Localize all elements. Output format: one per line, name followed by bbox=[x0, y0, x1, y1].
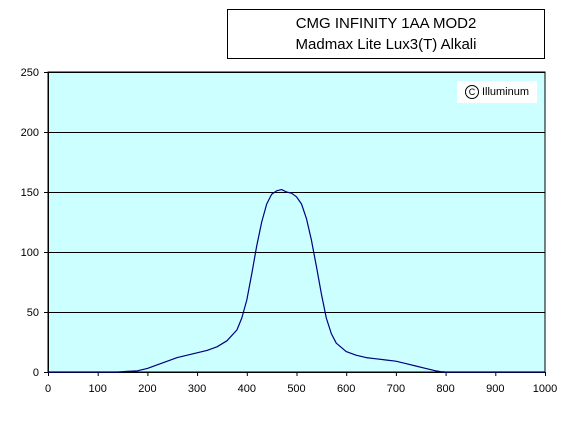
chart-title: CMG INFINITY 1AA MOD2 bbox=[295, 15, 477, 32]
x-tick-label-1000: 1000 bbox=[533, 383, 557, 395]
chart-title-box: CMG INFINITY 1AA MOD2 Madmax Lite Lux3(T… bbox=[227, 9, 545, 59]
x-tick-label-700: 700 bbox=[387, 383, 405, 395]
watermark-text: Illuminum bbox=[481, 86, 530, 98]
chart-subtitle: Madmax Lite Lux3(T) Alkali bbox=[295, 36, 477, 53]
x-tick-label-500: 500 bbox=[287, 383, 305, 395]
x-tick-label-900: 900 bbox=[486, 383, 504, 395]
x-tick-label-400: 400 bbox=[238, 383, 256, 395]
x-tick-label-600: 600 bbox=[337, 383, 355, 395]
copyright-icon: C bbox=[464, 85, 479, 99]
watermark: C Illuminum bbox=[457, 81, 537, 103]
x-tick-label-100: 100 bbox=[89, 383, 107, 395]
series-line-0 bbox=[48, 189, 545, 373]
y-tick-label-50: 50 bbox=[27, 307, 39, 319]
y-tick-label-200: 200 bbox=[21, 127, 39, 139]
x-tick-label-200: 200 bbox=[138, 383, 156, 395]
y-tick-label-250: 250 bbox=[21, 67, 39, 79]
y-tick-label-0: 0 bbox=[33, 367, 39, 379]
y-tick-label-100: 100 bbox=[21, 247, 39, 259]
x-tick-label-300: 300 bbox=[188, 383, 206, 395]
x-tick-label-0: 0 bbox=[45, 383, 51, 395]
y-tick-label-150: 150 bbox=[21, 187, 39, 199]
plot-area bbox=[47, 71, 546, 373]
x-tick-label-800: 800 bbox=[436, 383, 454, 395]
